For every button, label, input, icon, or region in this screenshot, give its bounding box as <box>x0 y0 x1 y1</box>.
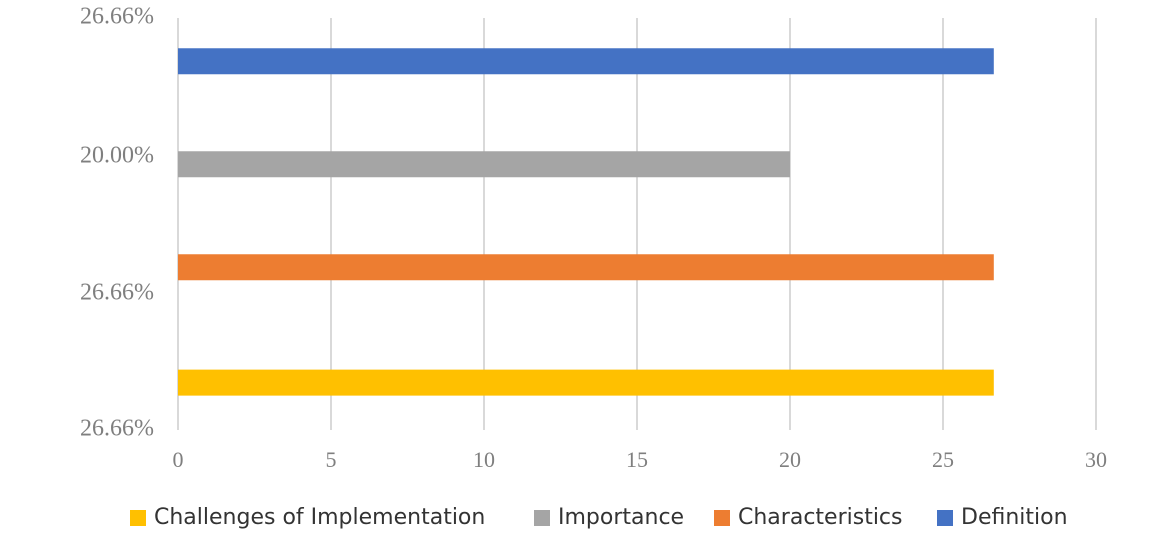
bar-definition <box>178 48 994 75</box>
category-label: 20.00% <box>80 143 154 169</box>
legend: Challenges of Implementation Importance Ch… <box>130 505 1068 530</box>
legend-label: Definition <box>961 505 1068 530</box>
x-tick-label: 10 <box>473 447 495 472</box>
x-tick-label: 30 <box>1085 447 1107 472</box>
legend-swatch <box>534 510 550 526</box>
x-tick-label: 25 <box>932 447 954 472</box>
category-label: 26.66% <box>80 4 154 30</box>
category-label: 26.66% <box>80 280 154 306</box>
legend-label: Importance <box>558 505 684 530</box>
grid-lines <box>177 18 1097 430</box>
x-tick-label: 0 <box>173 447 184 472</box>
legend-swatch <box>714 510 730 526</box>
bar-characteristics <box>178 254 994 281</box>
x-tick-label: 5 <box>326 447 337 472</box>
x-tick-label: 20 <box>779 447 801 472</box>
bars <box>178 48 994 396</box>
legend-label: Characteristics <box>738 505 902 530</box>
bar-importance <box>178 151 790 178</box>
legend-swatch <box>937 510 953 526</box>
legend-label: Challenges of Implementation <box>154 505 485 530</box>
x-tick-label: 15 <box>626 447 648 472</box>
legend-swatch <box>130 510 146 526</box>
bar-challenges-of-implementation <box>178 369 994 396</box>
x-axis-tick-labels: 0 5 10 15 20 25 30 <box>173 447 1108 472</box>
category-labels: 26.66% 26.66% 20.00% 26.66% <box>80 4 154 442</box>
category-label: 26.66% <box>80 416 154 442</box>
